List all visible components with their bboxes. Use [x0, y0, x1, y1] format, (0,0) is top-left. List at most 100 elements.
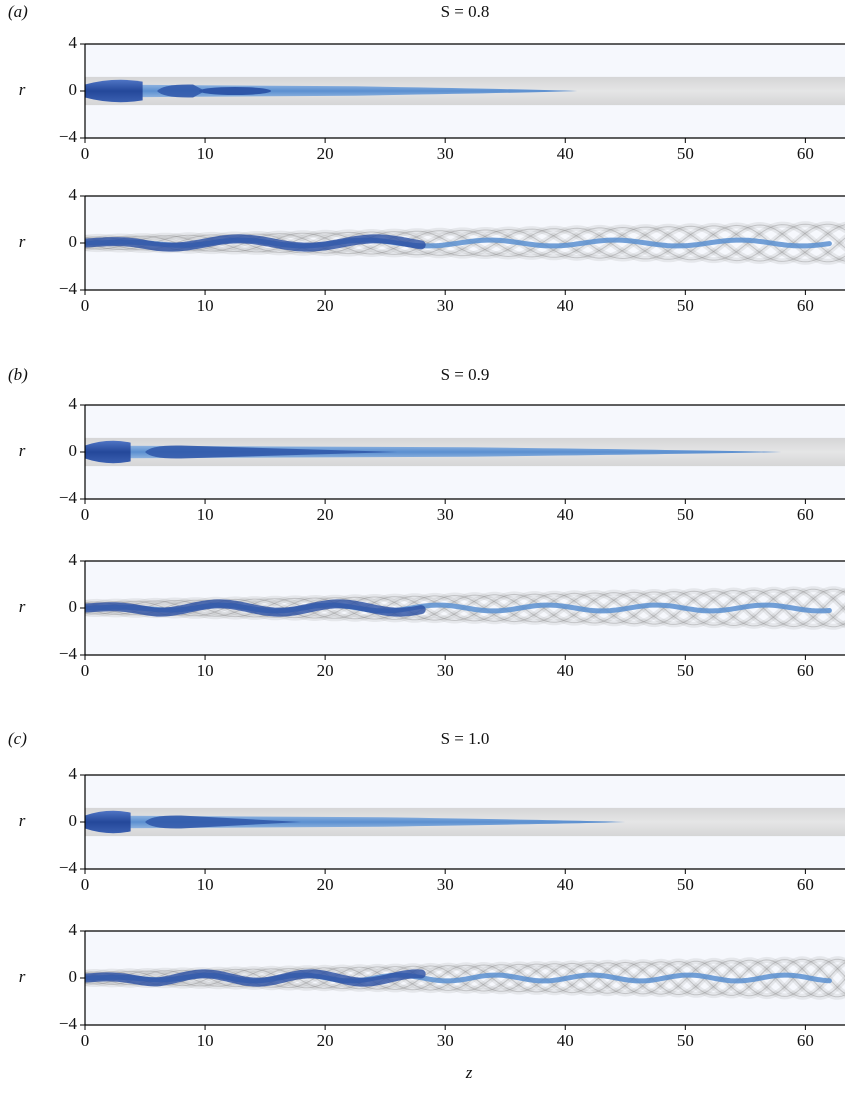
rendering — [85, 221, 845, 265]
y-tick-label: −4 — [59, 488, 78, 507]
gray-helix-edge — [85, 959, 845, 998]
dark-bulb — [85, 810, 131, 834]
inner-core — [145, 815, 302, 829]
gray-helix-edge — [85, 223, 845, 262]
y-tick-label: −4 — [59, 644, 78, 663]
rendering — [85, 76, 845, 106]
x-tick-label: 0 — [81, 1031, 90, 1050]
gray-helix-edge — [85, 589, 845, 628]
panel-title: S = 0.8 — [441, 2, 490, 21]
panel-title: S = 0.9 — [441, 365, 490, 384]
y-tick-label: −4 — [59, 1014, 78, 1033]
dark-core — [85, 234, 426, 252]
y-tick-label: 4 — [69, 185, 78, 204]
x-tick-label: 40 — [557, 1031, 574, 1050]
x-tick-label: 50 — [677, 505, 694, 524]
y-tick-label: 4 — [69, 764, 78, 783]
x-tick-label: 50 — [677, 144, 694, 163]
x-tick-label: 40 — [557, 875, 574, 894]
dark-core — [85, 599, 426, 617]
gray-helix-edge — [85, 589, 845, 628]
gray-helix — [85, 587, 845, 630]
x-tick-label: 40 — [557, 144, 574, 163]
x-tick-label: 60 — [797, 505, 814, 524]
x-tick-label: 20 — [317, 144, 334, 163]
y-tick-label: 4 — [69, 550, 78, 569]
x-tick-label: 0 — [81, 144, 90, 163]
gray-helix — [85, 221, 845, 265]
dark-bulb — [85, 440, 131, 464]
x-tick-label: 20 — [317, 505, 334, 524]
x-tick-label: 20 — [317, 661, 334, 680]
x-tick-label: 20 — [317, 1031, 334, 1050]
x-tick-label: 30 — [437, 661, 454, 680]
x-tick-label: 50 — [677, 296, 694, 315]
dark-bulb — [85, 79, 143, 103]
blue-core — [85, 84, 578, 98]
x-tick-label: 10 — [197, 296, 214, 315]
x-tick-label: 60 — [797, 1031, 814, 1050]
y-tick-label: 4 — [69, 920, 78, 939]
x-tick-label: 60 — [797, 144, 814, 163]
gray-helix — [85, 956, 845, 1000]
gray-helix — [85, 586, 845, 630]
inner-core — [157, 84, 206, 98]
y-axis-label: r — [19, 232, 26, 251]
x-tick-label: 40 — [557, 661, 574, 680]
panel-label: (a) — [8, 2, 28, 21]
rendering — [85, 437, 845, 467]
gray-helix-edge — [85, 958, 845, 997]
x-tick-label: 60 — [797, 296, 814, 315]
gray-helix-edge — [85, 589, 845, 628]
y-axis-label: r — [19, 441, 26, 460]
y-tick-label: 0 — [69, 597, 78, 616]
y-tick-label: 4 — [69, 33, 78, 52]
dark-core — [85, 969, 426, 987]
x-tick-label: 50 — [677, 1031, 694, 1050]
x-tick-label: 60 — [797, 875, 814, 894]
x-tick-label: 0 — [81, 875, 90, 894]
rendering — [85, 956, 845, 1000]
gray-helix — [85, 221, 845, 264]
x-tick-label: 10 — [197, 1031, 214, 1050]
x-tick-label: 30 — [437, 1031, 454, 1050]
x-tick-label: 10 — [197, 505, 214, 524]
x-tick-label: 40 — [557, 505, 574, 524]
x-tick-label: 10 — [197, 875, 214, 894]
x-tick-label: 0 — [81, 296, 90, 315]
y-tick-label: −4 — [59, 279, 78, 298]
y-tick-label: 0 — [69, 441, 78, 460]
x-axis-label: z — [465, 1063, 473, 1082]
x-tick-label: 10 — [197, 661, 214, 680]
rendering — [85, 807, 845, 837]
x-tick-label: 50 — [677, 661, 694, 680]
x-tick-label: 30 — [437, 144, 454, 163]
y-tick-label: 0 — [69, 232, 78, 251]
y-tick-label: 0 — [69, 80, 78, 99]
inner-blob — [199, 87, 272, 95]
panel-title: S = 1.0 — [441, 729, 490, 748]
y-tick-label: −4 — [59, 858, 78, 877]
y-axis-label: r — [19, 967, 26, 986]
x-tick-label: 30 — [437, 875, 454, 894]
x-tick-label: 0 — [81, 661, 90, 680]
panel-label: (b) — [8, 365, 28, 384]
x-tick-label: 60 — [797, 661, 814, 680]
y-tick-label: −4 — [59, 127, 78, 146]
inner-core — [145, 445, 398, 459]
y-tick-label: 0 — [69, 811, 78, 830]
x-tick-label: 50 — [677, 875, 694, 894]
y-tick-label: 4 — [69, 394, 78, 413]
x-tick-label: 10 — [197, 144, 214, 163]
panel-label: (c) — [8, 729, 27, 748]
x-tick-label: 0 — [81, 505, 90, 524]
gray-helix — [85, 587, 845, 630]
y-axis-label: r — [19, 80, 26, 99]
y-axis-label: r — [19, 811, 26, 830]
